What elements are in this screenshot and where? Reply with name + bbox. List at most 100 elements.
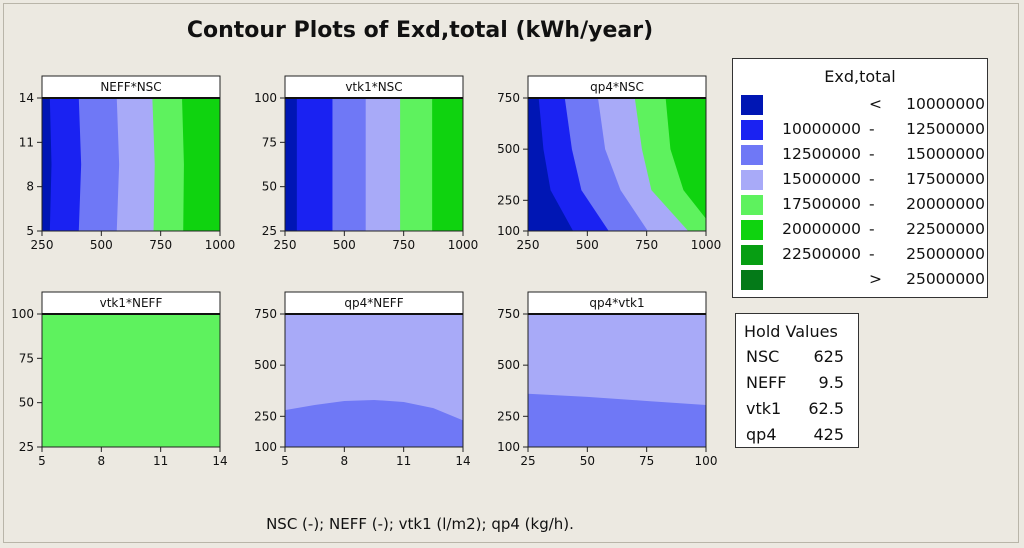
hold-value-row: NSC 625 — [736, 347, 858, 373]
y-tick-label: 25 — [19, 440, 34, 454]
y-tick-label: 250 — [497, 409, 520, 423]
legend-swatch — [741, 245, 763, 265]
x-tick-label: 14 — [212, 454, 227, 468]
y-tick-label: 25 — [262, 224, 277, 238]
y-tick-label: 750 — [497, 91, 520, 105]
legend-operator: - — [869, 245, 875, 263]
legend-operator: - — [869, 170, 875, 188]
x-tick-label: 100 — [695, 454, 718, 468]
legend-operator: - — [869, 195, 875, 213]
legend-swatch — [741, 195, 763, 215]
legend-swatch — [741, 145, 763, 165]
x-tick-label: 750 — [635, 238, 658, 252]
legend-high: 15000000 — [906, 145, 985, 163]
legend-low: 22500000 — [782, 245, 861, 263]
hold-value-name: NSC — [746, 347, 780, 366]
figure-frame — [3, 3, 1019, 543]
legend-high: 22500000 — [906, 220, 985, 238]
y-tick-label: 100 — [11, 307, 34, 321]
y-tick-label: 500 — [497, 358, 520, 372]
legend-entry: > 25000000 — [733, 267, 987, 292]
legend-high: 12500000 — [906, 120, 985, 138]
legend-swatch — [741, 270, 763, 290]
y-tick-label: 50 — [19, 396, 34, 410]
x-tick-label: 14 — [455, 454, 470, 468]
x-tick-label: 75 — [639, 454, 654, 468]
legend-entry: 22500000 - 25000000 — [733, 242, 987, 267]
legend-high: 10000000 — [906, 95, 985, 113]
panel-strip-label: NEFF*NSC — [100, 80, 161, 94]
legend-entry: 10000000 - 12500000 — [733, 117, 987, 142]
x-tick-label: 50 — [580, 454, 595, 468]
x-tick-label: 500 — [576, 238, 599, 252]
x-tick-label: 25 — [520, 454, 535, 468]
y-tick-label: 100 — [497, 224, 520, 238]
contour-legend: Exd,total < 10000000 10000000 - 12500000… — [732, 58, 988, 298]
y-tick-label: 750 — [254, 307, 277, 321]
panel-strip-label: vtk1*NSC — [345, 80, 402, 94]
x-tick-label: 250 — [31, 238, 54, 252]
hold-values-box: Hold Values NSC 625 NEFF 9.5 vtk1 62.5 q… — [735, 313, 859, 448]
y-tick-label: 100 — [254, 440, 277, 454]
y-tick-label: 75 — [262, 135, 277, 149]
hold-values-title: Hold Values — [744, 322, 838, 341]
legend-operator: < — [869, 95, 882, 113]
legend-entry: 12500000 - 15000000 — [733, 142, 987, 167]
axis-variable-note: NSC (-); NEFF (-); vtk1 (l/m2); qp4 (kg/… — [266, 515, 574, 533]
y-tick-label: 14 — [19, 91, 34, 105]
panel-strip-label: qp4*vtk1 — [589, 296, 644, 310]
legend-low: 12500000 — [782, 145, 861, 163]
legend-operator: > — [869, 270, 882, 288]
x-tick-label: 500 — [90, 238, 113, 252]
x-tick-label: 750 — [392, 238, 415, 252]
y-tick-label: 250 — [254, 409, 277, 423]
hold-value-name: NEFF — [746, 373, 787, 392]
legend-low: 15000000 — [782, 170, 861, 188]
y-tick-label: 5 — [26, 224, 34, 238]
legend-operator: - — [869, 145, 875, 163]
contour-band — [528, 314, 706, 406]
panel-strip-label: qp4*NSC — [590, 80, 644, 94]
panel-strip-label: vtk1*NEFF — [100, 296, 163, 310]
hold-value-name: qp4 — [746, 425, 777, 444]
y-tick-label: 11 — [19, 135, 34, 149]
legend-title: Exd,total — [824, 67, 896, 86]
legend-high: 17500000 — [906, 170, 985, 188]
contour-band — [665, 98, 706, 231]
legend-operator: - — [869, 120, 875, 138]
hold-value: 9.5 — [818, 373, 844, 392]
contour-band — [182, 98, 220, 231]
chart-title: Contour Plots of Exd,total (kWh/year) — [186, 18, 654, 43]
legend-high: 20000000 — [906, 195, 985, 213]
legend-high: 25000000 — [906, 245, 985, 263]
x-tick-label: 1000 — [205, 238, 236, 252]
legend-entry: 15000000 - 17500000 — [733, 167, 987, 192]
x-tick-label: 1000 — [691, 238, 722, 252]
legend-low: 10000000 — [782, 120, 861, 138]
x-tick-label: 750 — [149, 238, 172, 252]
x-tick-label: 8 — [98, 454, 106, 468]
y-tick-label: 75 — [19, 351, 34, 365]
x-tick-label: 5 — [38, 454, 46, 468]
contour-band — [42, 314, 220, 447]
x-tick-label: 500 — [333, 238, 356, 252]
hold-value-name: vtk1 — [746, 399, 782, 418]
panel-strip-label: qp4*NEFF — [344, 296, 403, 310]
legend-low: 17500000 — [782, 195, 861, 213]
y-tick-label: 100 — [254, 91, 277, 105]
hold-value: 625 — [813, 347, 844, 366]
legend-entry: < 10000000 — [733, 92, 987, 117]
x-tick-label: 8 — [341, 454, 349, 468]
legend-entry: 20000000 - 22500000 — [733, 217, 987, 242]
legend-high: 25000000 — [906, 270, 985, 288]
x-tick-label: 1000 — [448, 238, 479, 252]
contour-band — [285, 314, 463, 421]
hold-value: 425 — [813, 425, 844, 444]
y-tick-label: 100 — [497, 440, 520, 454]
x-tick-label: 11 — [396, 454, 411, 468]
hold-value-row: NEFF 9.5 — [736, 373, 858, 399]
y-tick-label: 8 — [26, 180, 34, 194]
legend-entry: 17500000 - 20000000 — [733, 192, 987, 217]
legend-swatch — [741, 95, 763, 115]
